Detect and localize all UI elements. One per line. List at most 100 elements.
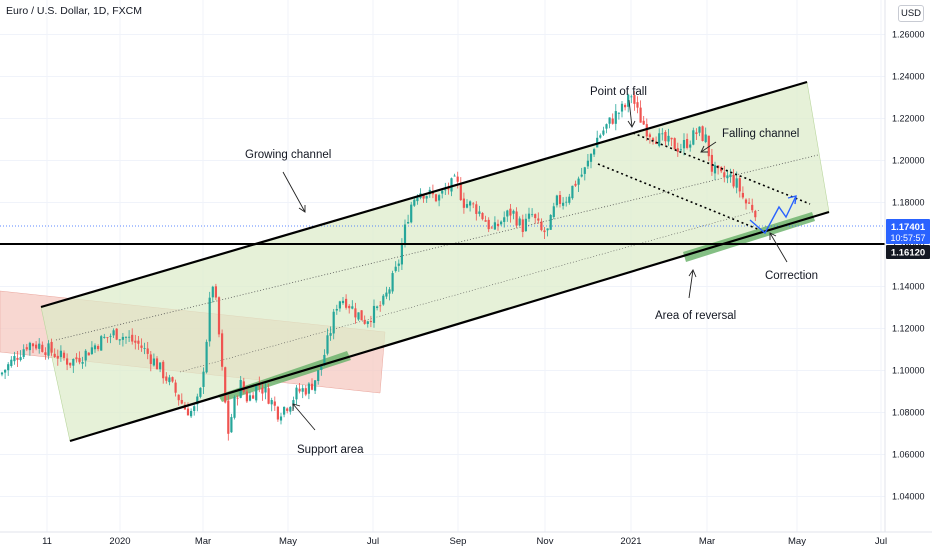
candle xyxy=(701,125,704,142)
candle xyxy=(338,300,341,312)
candle xyxy=(317,370,320,385)
candle xyxy=(558,191,562,208)
candle xyxy=(478,205,481,217)
candle xyxy=(710,148,713,176)
candle xyxy=(407,214,410,225)
candle xyxy=(230,413,233,433)
candle xyxy=(385,286,388,300)
candle xyxy=(707,135,710,162)
growing-channel-upper-line[interactable] xyxy=(40,80,808,309)
candle xyxy=(155,356,159,370)
candle xyxy=(314,380,317,394)
point-of-fall-label: Point of fall xyxy=(590,86,647,98)
candle xyxy=(38,338,41,354)
candle xyxy=(193,404,196,416)
candle xyxy=(159,362,162,373)
candle xyxy=(475,201,478,221)
candle xyxy=(124,336,128,344)
candle xyxy=(741,186,744,200)
candle xyxy=(56,349,59,366)
y-tick-label: 1.16000 xyxy=(892,240,925,250)
candle xyxy=(248,391,252,402)
candle xyxy=(472,201,475,209)
candle xyxy=(425,195,428,203)
candle xyxy=(227,395,230,441)
candles xyxy=(0,90,757,441)
candle xyxy=(276,405,279,422)
candle xyxy=(636,96,639,114)
candle xyxy=(670,137,673,147)
candle xyxy=(177,394,180,406)
candle xyxy=(487,217,490,233)
candle xyxy=(676,142,679,157)
candle xyxy=(593,147,596,157)
candle xyxy=(341,297,345,305)
candle xyxy=(589,153,593,169)
candle xyxy=(66,353,69,371)
growing-channel-lower-line[interactable] xyxy=(69,210,830,443)
candle xyxy=(379,301,382,312)
time-axis[interactable]: 11 2020 Mar May Jul Sep Nov 2021 Mar May Jul xyxy=(0,531,932,547)
y-tick-label: 1.26000 xyxy=(892,30,925,40)
candle xyxy=(221,329,224,371)
candle xyxy=(149,351,152,372)
falling-channel-lower-line[interactable] xyxy=(597,163,761,231)
candle xyxy=(648,132,651,144)
candle xyxy=(205,339,208,374)
candle xyxy=(106,337,109,343)
candle xyxy=(692,127,695,146)
currency-button[interactable]: USD xyxy=(898,5,924,22)
candle xyxy=(131,328,134,345)
forecast-path xyxy=(749,195,797,235)
candle xyxy=(103,333,106,339)
candle xyxy=(521,214,524,238)
candle xyxy=(121,332,124,347)
candle xyxy=(273,396,276,411)
x-tick-label: Nov xyxy=(537,536,554,547)
candle xyxy=(351,300,354,310)
candle xyxy=(568,193,571,205)
candle xyxy=(47,340,50,360)
candle xyxy=(624,103,627,111)
candle xyxy=(500,220,503,226)
candle xyxy=(307,382,310,400)
x-tick-label: May xyxy=(788,536,806,547)
candle xyxy=(118,339,121,345)
candle xyxy=(605,123,608,134)
candle xyxy=(469,200,472,212)
falling-channel-upper-line[interactable] xyxy=(632,132,811,205)
candle xyxy=(363,315,366,325)
y-tick-label: 1.24000 xyxy=(892,72,925,82)
candle xyxy=(465,199,469,209)
candle xyxy=(586,153,589,169)
x-tick-label: 2021 xyxy=(620,536,641,547)
candle xyxy=(53,348,56,358)
candle xyxy=(332,308,335,340)
candle xyxy=(190,408,193,418)
candle xyxy=(152,353,155,367)
candle xyxy=(35,341,38,351)
candle xyxy=(78,351,81,365)
candle xyxy=(140,338,143,352)
candle xyxy=(7,362,10,376)
candle xyxy=(224,366,227,404)
candle xyxy=(304,385,307,397)
candle xyxy=(543,227,546,239)
y-tick-label: 1.04000 xyxy=(892,492,925,502)
candle xyxy=(496,219,500,231)
annotation-arrows xyxy=(282,99,788,431)
candle xyxy=(19,350,22,362)
candle xyxy=(286,407,289,414)
candle xyxy=(611,113,614,125)
symbol-title: Euro / U.S. Dollar, 1D, FXCM xyxy=(6,5,142,17)
price-axis[interactable]: 1.04000 1.06000 1.08000 1.10000 1.12000 1.140… xyxy=(884,0,932,532)
candle xyxy=(490,225,493,229)
x-tick-label: Mar xyxy=(699,536,715,547)
candle xyxy=(93,343,97,353)
candle xyxy=(162,360,165,384)
candle xyxy=(403,219,407,248)
candle xyxy=(320,366,323,376)
candle xyxy=(31,342,35,354)
